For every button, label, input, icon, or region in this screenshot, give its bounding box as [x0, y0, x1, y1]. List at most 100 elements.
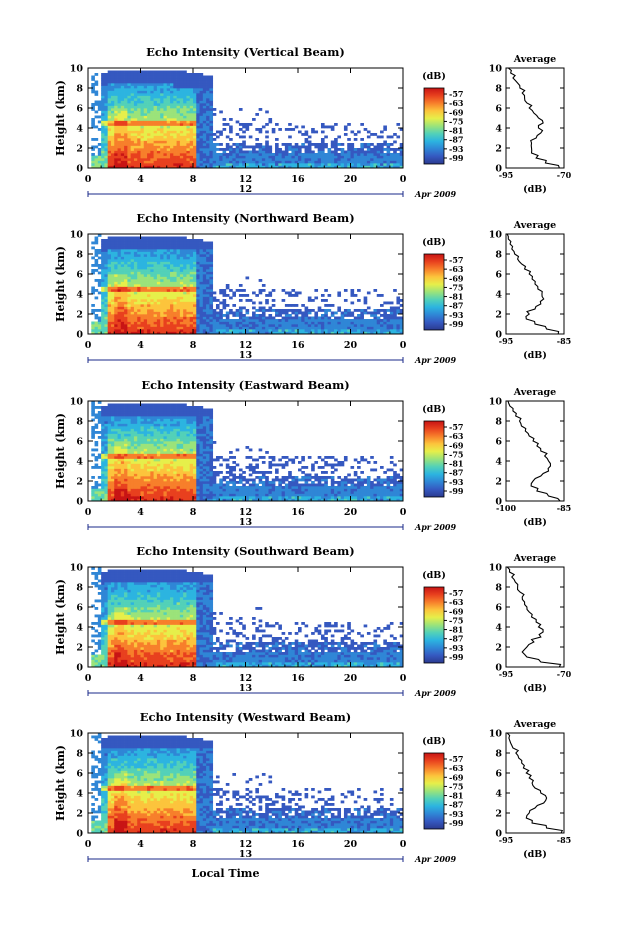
heatmap-cell: [114, 448, 118, 452]
heatmap-cell: [294, 294, 299, 297]
heatmap-cell: [281, 309, 286, 312]
heatmap-cell: [156, 483, 161, 487]
heatmap-cell: [110, 135, 115, 139]
heatmap-cell: [278, 321, 282, 325]
heatmap-cell: [91, 163, 95, 166]
heatmap-cell: [170, 158, 174, 161]
heatmap-cell: [278, 165, 282, 169]
heatmap-cell: [245, 123, 250, 126]
heatmap-cell: [107, 289, 112, 292]
heatmap-cell: [104, 311, 109, 315]
heatmap-cell: [107, 496, 112, 499]
heatmap-cell: [179, 299, 184, 302]
heatmap-cell: [320, 326, 325, 330]
heatmap-cell: [212, 324, 217, 327]
heatmap-cell: [202, 329, 207, 332]
heatmap-cell: [143, 158, 148, 161]
heatmap-cell: [114, 458, 118, 462]
heatmap-cell: [212, 299, 217, 302]
heatmap-cell: [91, 486, 95, 489]
heatmap-cell: [176, 286, 181, 290]
heatmap-cell: [399, 143, 404, 146]
heatmap-cell: [117, 408, 122, 412]
heatmap-cell: [225, 316, 230, 320]
heatmap-cell: [107, 100, 112, 104]
heatmap-cell: [130, 436, 135, 439]
heatmap-cell: [166, 103, 171, 106]
heatmap-cell: [133, 329, 138, 332]
heatmap-cell: [183, 143, 187, 146]
heatmap-cell: [143, 271, 148, 275]
heatmap-cell: [101, 321, 105, 325]
heatmap-cell: [133, 125, 138, 129]
heatmap-cell: [153, 319, 158, 322]
heatmap-cell: [261, 153, 266, 156]
heatmap-cell: [265, 301, 269, 305]
heatmap-cell: [140, 286, 145, 290]
heatmap-cell: [330, 321, 335, 325]
heatmap-cell: [137, 421, 141, 424]
heatmap-cell: [130, 441, 135, 444]
heatmap-cell: [117, 73, 122, 76]
heatmap-cell: [183, 236, 187, 240]
heatmap-cell: [347, 309, 351, 312]
heatmap-cell: [399, 326, 404, 330]
heatmap-cell: [140, 83, 145, 86]
heatmap-cell: [120, 90, 125, 94]
heatmap-cell: [166, 90, 171, 94]
heatmap-cell: [229, 145, 233, 149]
heatmap-cell: [258, 163, 263, 166]
heatmap-cell: [160, 331, 164, 335]
heatmap-cell: [127, 321, 132, 325]
heatmap-cell: [117, 251, 122, 255]
heatmap-cell: [107, 113, 112, 116]
heatmap-cell: [183, 140, 187, 144]
heatmap-cell: [383, 155, 387, 159]
heatmap-cell: [222, 314, 227, 317]
heatmap-cell: [179, 160, 184, 164]
heatmap-cell: [101, 269, 105, 272]
heatmap-cell: [176, 128, 181, 131]
heatmap-cell: [130, 473, 135, 477]
heatmap-cell: [189, 276, 194, 280]
heatmap-cell: [163, 256, 168, 260]
heatmap-cell: [137, 306, 141, 310]
heatmap-cell: [189, 316, 194, 320]
heatmap-cell: [399, 329, 404, 332]
heatmap-cell: [117, 493, 122, 497]
heatmap-cell: [143, 463, 148, 467]
heatmap-cell: [127, 155, 132, 159]
heatmap-cell: [288, 153, 292, 156]
heatmap-cell: [166, 158, 171, 161]
heatmap-cell: [173, 78, 177, 81]
heatmap-cell: [150, 249, 154, 252]
heatmap-cell: [124, 120, 128, 124]
heatmap-cell: [133, 73, 138, 76]
heatmap-cell: [143, 269, 148, 272]
heatmap-cell: [298, 316, 302, 320]
heatmap-cell: [130, 453, 135, 457]
heatmap-cell: [189, 75, 194, 79]
heatmap-cell: [196, 78, 200, 81]
heatmap-cell: [386, 314, 391, 317]
heatmap-cell: [160, 319, 164, 322]
heatmap-cell: [212, 316, 217, 320]
heatmap-cell: [150, 451, 154, 454]
heatmap-cell: [179, 326, 184, 330]
heatmap-cell: [380, 326, 384, 330]
heatmap-cell: [189, 296, 194, 300]
heatmap-cell: [166, 256, 171, 260]
heatmap-cell: [396, 299, 401, 302]
heatmap-cell: [206, 304, 210, 307]
heatmap-cell: [110, 249, 115, 252]
heatmap-cell: [294, 125, 299, 129]
heatmap-cell: [140, 160, 145, 164]
heatmap-cell: [97, 158, 102, 161]
heatmap-cell: [127, 133, 132, 136]
heatmap-cell: [143, 496, 148, 499]
heatmap-cell: [143, 108, 148, 111]
heatmap-cell: [150, 75, 154, 79]
heatmap-cell: [320, 316, 325, 320]
heatmap-cell: [229, 329, 233, 332]
heatmap-cell: [150, 115, 154, 119]
